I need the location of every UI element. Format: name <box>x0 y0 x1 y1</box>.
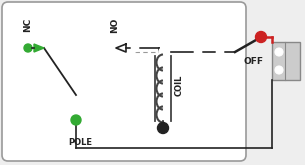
Text: COIL: COIL <box>175 74 184 96</box>
Text: POLE: POLE <box>68 138 92 147</box>
Circle shape <box>24 44 32 52</box>
Text: DC: DC <box>289 48 293 56</box>
Circle shape <box>275 66 283 74</box>
Circle shape <box>275 48 283 56</box>
Circle shape <box>195 49 202 55</box>
Circle shape <box>217 49 224 55</box>
Text: 12-volt: 12-volt <box>292 48 297 65</box>
Text: OFF: OFF <box>243 57 263 66</box>
Circle shape <box>256 32 267 43</box>
Bar <box>272 42 300 80</box>
Circle shape <box>131 45 138 51</box>
FancyBboxPatch shape <box>2 2 246 161</box>
Circle shape <box>157 122 168 133</box>
Text: NC: NC <box>23 18 33 32</box>
Text: NO: NO <box>110 18 120 33</box>
Circle shape <box>71 115 81 125</box>
Polygon shape <box>34 44 44 52</box>
Circle shape <box>159 48 167 56</box>
